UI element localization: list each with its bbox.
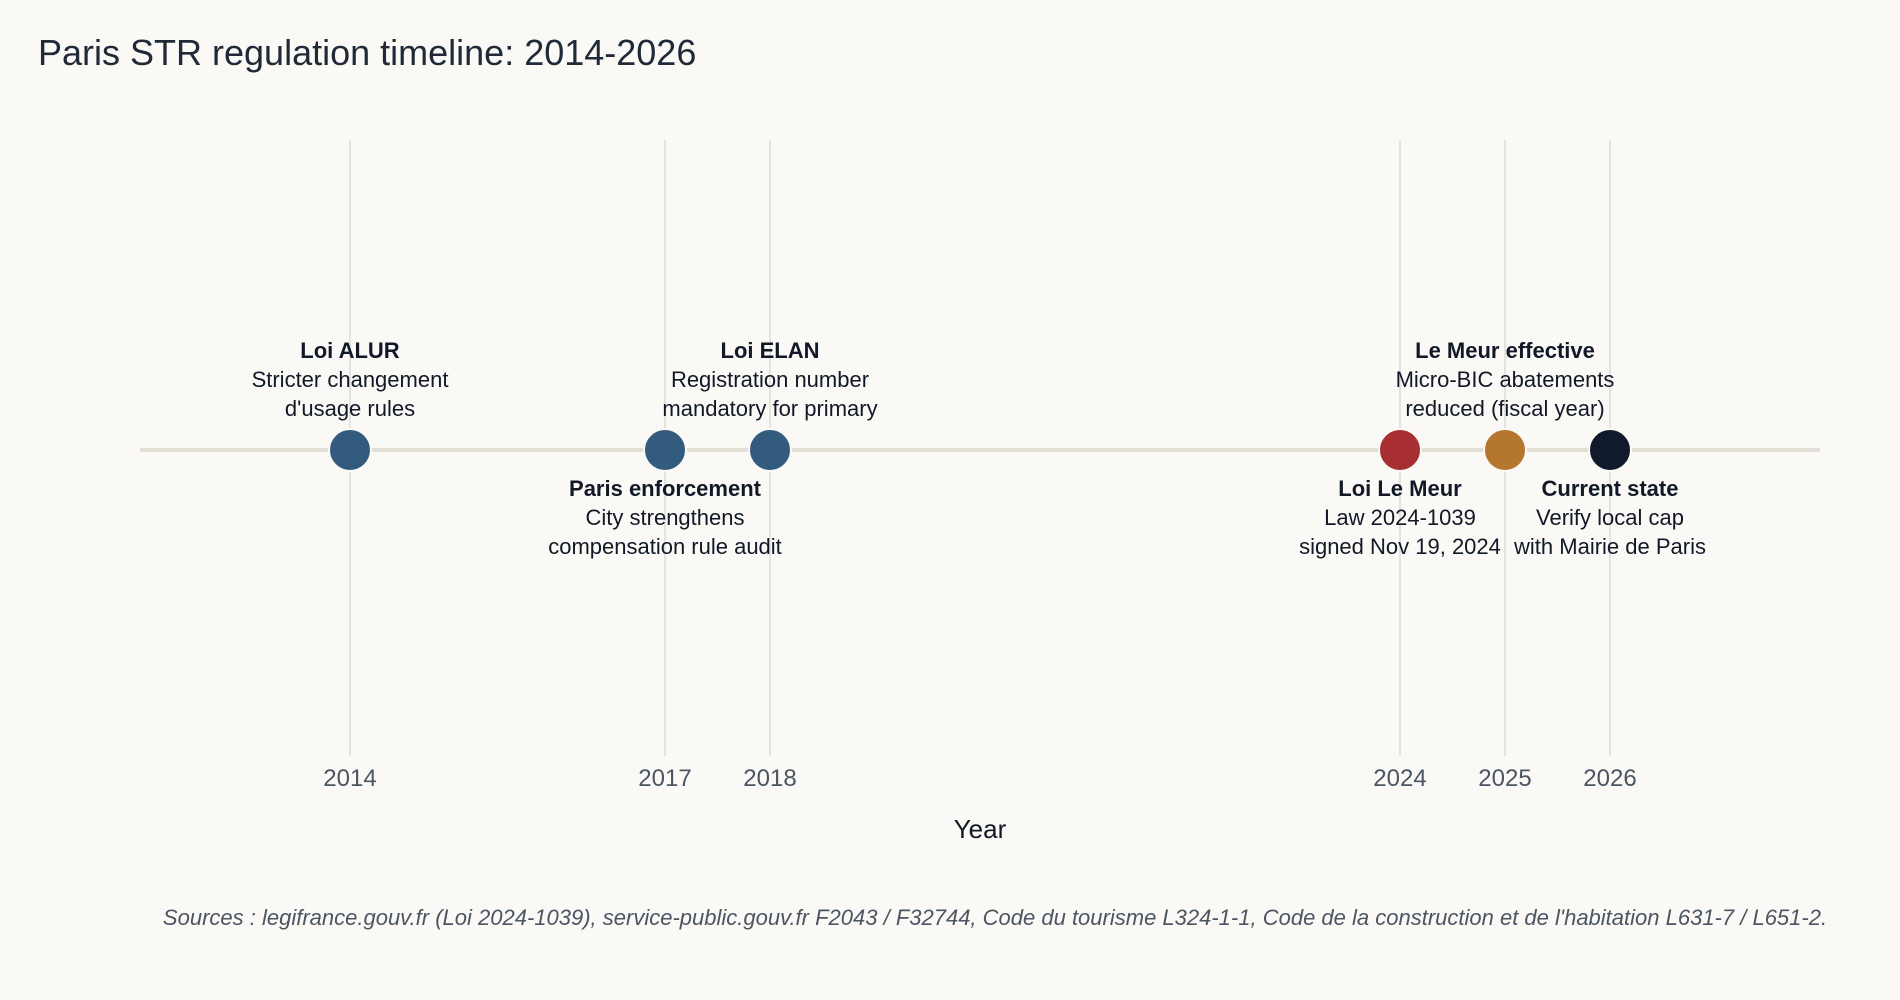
event-description-line: with Mairie de Paris [1513,534,1706,559]
event-label: Paris enforcement City strengthens compens… [548,476,782,559]
event-description-line: compensation rule audit [548,534,782,559]
event-title: Le Meur effective [1415,338,1595,363]
event-point-2018 [748,428,792,472]
x-tick-label: 2024 [1373,765,1426,792]
event-description-line: Stricter changement [252,367,449,392]
event-title: Paris enforcement [569,476,762,501]
event-label: Current state Verify local cap with Mairie… [1513,476,1706,559]
x-tick-label: 2025 [1478,765,1531,792]
event-point-2025 [1483,428,1527,472]
event-points [328,428,1632,472]
event-label: Loi ELAN Registration number mandatory for… [662,338,877,421]
sources-note: Sources : legifrance.gouv.fr (Loi 2024-1… [162,905,1828,930]
event-description-line: Registration number [671,367,869,392]
event-description-line: Verify local cap [1536,505,1684,530]
x-tick-label: 2018 [743,765,796,792]
event-description-line: reduced (fiscal year) [1405,396,1604,421]
x-tick-label: 2026 [1583,765,1636,792]
x-tick-label: 2017 [638,765,691,792]
event-point-2024 [1378,428,1422,472]
event-description-line: d'usage rules [285,396,415,421]
event-description-line: City strengthens [586,505,745,530]
event-description-line: signed Nov 19, 2024 [1299,534,1501,559]
event-description-line: mandatory for primary [662,396,877,421]
event-description-line: Micro-BIC abatements [1396,367,1615,392]
event-point-2026 [1588,428,1632,472]
x-tick-label: 2014 [323,765,376,792]
event-title: Current state [1542,476,1679,501]
event-point-2017 [643,428,687,472]
event-label: Le Meur effective Micro-BIC abatements red… [1396,338,1615,421]
x-axis-ticks: 2014 2017 2018 2024 2025 2026 [323,765,1636,792]
event-point-2014 [328,428,372,472]
chart-title: Paris STR regulation timeline: 2014-2026 [38,32,697,73]
event-title: Loi Le Meur [1338,476,1462,501]
x-axis-title: Year [954,814,1007,844]
event-title: Loi ALUR [300,338,399,363]
event-description-line: Law 2024-1039 [1324,505,1476,530]
event-label: Loi ALUR Stricter changement d'usage rules [252,338,449,421]
event-title: Loi ELAN [721,338,820,363]
event-labels: Loi ALUR Stricter changement d'usage rules… [252,338,1706,559]
event-label: Loi Le Meur Law 2024-1039 signed Nov 19, 2… [1299,476,1501,559]
